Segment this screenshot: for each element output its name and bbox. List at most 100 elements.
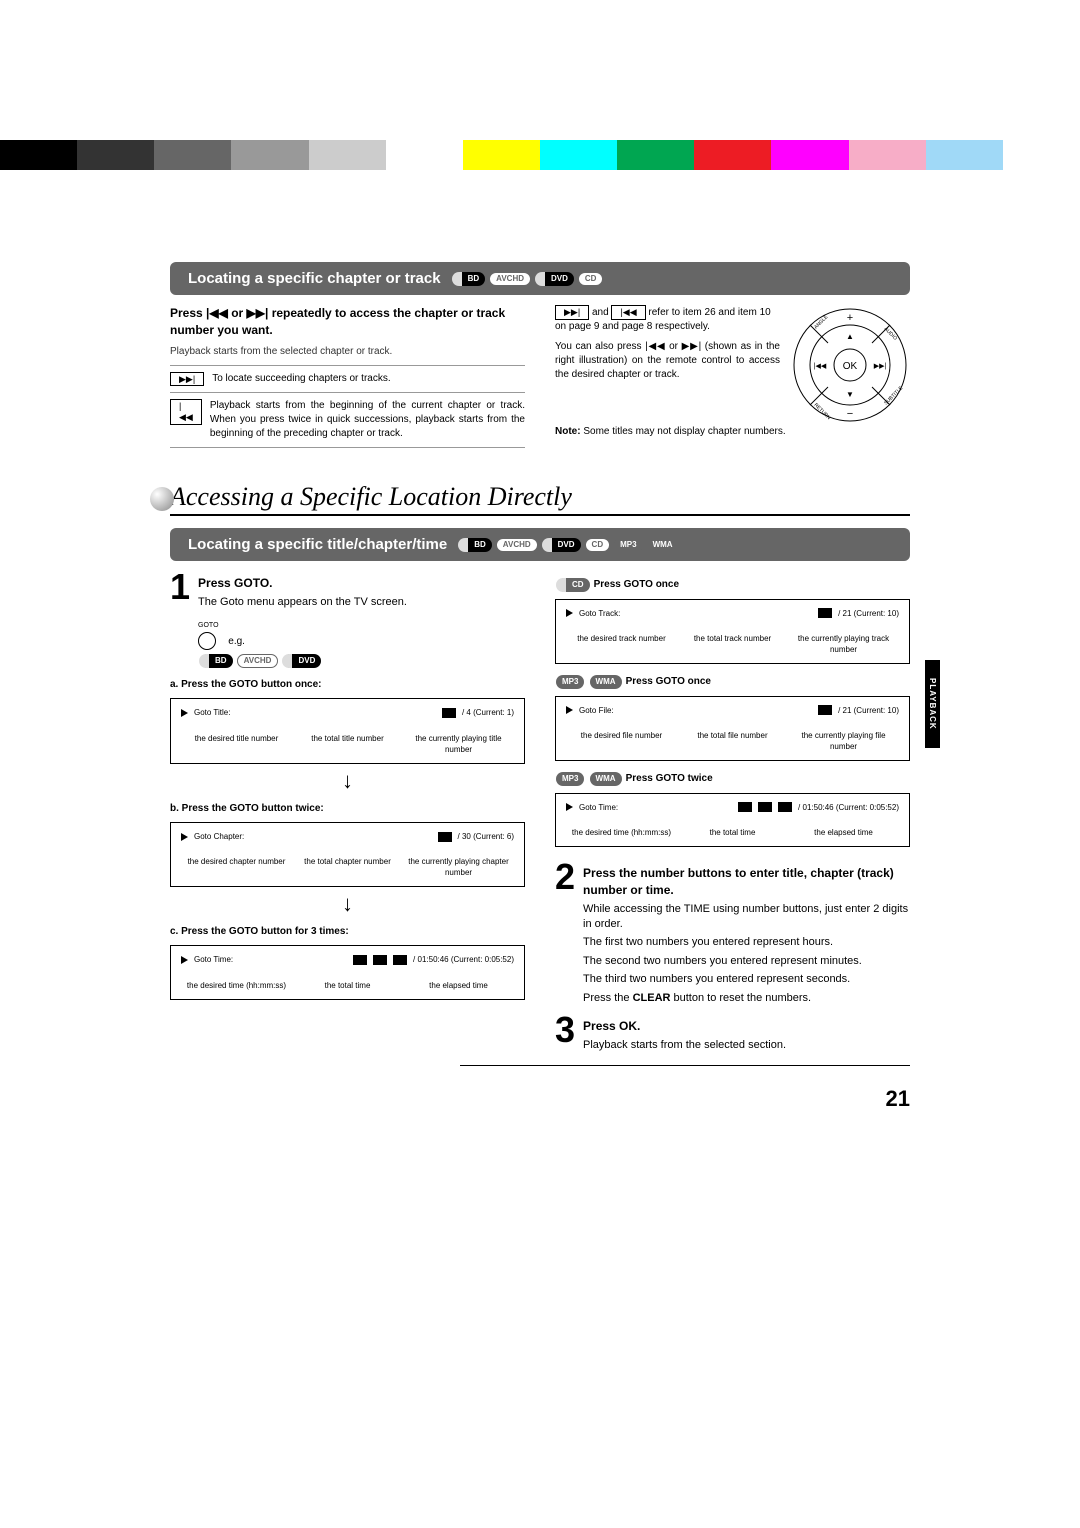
step-3: 3 Press OK. Playback starts from the sel…	[555, 1014, 910, 1053]
annot-b2: the total chapter number	[292, 856, 403, 878]
txt: and	[589, 307, 611, 318]
p5c: button to reset the numbers.	[670, 992, 811, 1004]
annot-a1: the desired title number	[181, 733, 292, 755]
step-3-text: Playback starts from the selected sectio…	[583, 1038, 910, 1053]
annot-c1: the desired time (hh:mm:ss)	[181, 980, 292, 991]
total-c: / 01:50:46 (Current: 0:05:52)	[413, 954, 514, 965]
body1: Playback starts from the selected chapte…	[170, 345, 525, 359]
right-column: CD Press GOTO once Goto Track: / 21 (Cur…	[555, 571, 910, 1061]
annot-mp3a3: the currently playing file number	[788, 730, 899, 752]
goto-label-mp3b: Goto Time:	[579, 802, 618, 813]
note-text: Some titles may not display chapter numb…	[581, 426, 786, 437]
step-3-title: Press OK.	[583, 1018, 910, 1035]
p4: The third two numbers you entered repres…	[583, 972, 910, 987]
section-3-title: Locating a specific title/chapter/time	[188, 536, 447, 553]
wma-pill: WMA	[590, 772, 622, 786]
goto-label-c: Goto Time:	[194, 954, 233, 965]
eg-label: e.g.	[228, 636, 245, 647]
total-mp3a: / 21 (Current: 10)	[838, 705, 899, 716]
txt: Press	[170, 306, 206, 320]
annot-mp3a1: the desired file number	[566, 730, 677, 752]
mp3-pill: MP3	[556, 772, 584, 786]
play-icon	[566, 706, 573, 714]
annot-b1: the desired chapter number	[181, 856, 292, 878]
section-1-title: Locating a specific chapter or track	[188, 270, 441, 287]
step-1-text: The Goto menu appears on the TV screen.	[198, 595, 525, 610]
back-icon: |◀◀	[611, 305, 645, 320]
diagram-a: Goto Title: / 4 (Current: 1) the desired…	[170, 698, 525, 764]
p3: The second two numbers you entered repre…	[583, 954, 910, 969]
txt: You can also press	[555, 341, 645, 352]
step-1-num: 1	[170, 571, 190, 668]
diagram-c: Goto Time: / 01:50:46 (Current: 0:05:52)…	[170, 945, 525, 999]
goto-label-b: Goto Chapter:	[194, 831, 244, 842]
total-mp3b: / 01:50:46 (Current: 0:05:52)	[798, 802, 899, 813]
note-label: Note:	[555, 426, 581, 437]
annot-mp3b3: the elapsed time	[788, 827, 899, 838]
total-b: / 30 (Current: 6)	[458, 831, 514, 842]
goto-label-mp3a: Goto File:	[579, 705, 614, 716]
wma-pill: WMA	[590, 675, 622, 689]
svg-text:▲: ▲	[846, 332, 854, 341]
goto-button-icon	[198, 632, 216, 650]
svg-text:SUBTITLE: SUBTITLE	[883, 385, 905, 407]
mp3a-heading: Press GOTO once	[626, 676, 711, 687]
section-header-3: Locating a specific title/chapter/time B…	[170, 528, 910, 561]
annot-mp3b2: the total time	[677, 827, 788, 838]
fwd-icon: ▶▶|	[555, 305, 589, 320]
step-2: 2 Press the number buttons to enter titl…	[555, 861, 910, 1006]
value-box	[818, 705, 832, 715]
mp3b-heading: Press GOTO twice	[626, 773, 713, 784]
page-num-rule	[460, 1065, 910, 1066]
txt: or	[228, 306, 247, 320]
value-box	[373, 955, 387, 965]
txt: repeatedly to access the chapter or trac…	[170, 306, 505, 337]
step-2-title: Press the number buttons to enter title,…	[583, 865, 910, 899]
diag-c-title: c. Press the GOTO button for 3 times:	[170, 925, 525, 939]
left-column: 1 Press GOTO. The Goto menu appears on t…	[170, 571, 525, 1061]
annot-a3: the currently playing title number	[403, 733, 514, 755]
svg-text:−: −	[847, 408, 853, 420]
cd-pill: CD	[556, 578, 590, 592]
skip-back-icon: |◀◀	[170, 399, 202, 425]
arrow-down-icon: ↓	[170, 893, 525, 915]
skip-fwd-icon: ▶▶|	[170, 372, 204, 387]
format-pills-3: BD AVCHD DVD CD MP3 WMA	[457, 538, 679, 552]
svg-text:AUDIO: AUDIO	[883, 326, 899, 342]
diag-b-title: b. Press the GOTO button twice:	[170, 802, 525, 816]
step-2-num: 2	[555, 861, 575, 1006]
value-box	[393, 955, 407, 965]
value-box	[818, 608, 832, 618]
cd-heading: Press GOTO once	[594, 579, 679, 590]
value-box	[758, 802, 772, 812]
value-box	[353, 955, 367, 965]
value-box	[438, 832, 452, 842]
txt: or	[666, 341, 682, 352]
p1: While accessing the TIME using number bu…	[583, 902, 910, 933]
step-1-title: Press GOTO.	[198, 575, 525, 592]
p2: The first two numbers you entered repres…	[583, 935, 910, 950]
play-icon	[566, 803, 573, 811]
arrow-down-icon: ↓	[170, 770, 525, 792]
annot-mp3b1: the desired time (hh:mm:ss)	[566, 827, 677, 838]
p5b: CLEAR	[633, 992, 671, 1004]
section1-left: Press |◀◀ or ▶▶| repeatedly to access th…	[170, 305, 525, 454]
remote-illustration: OK + − ▲ ▼ |◀◀ ▶▶| ANGLE AUDIO RETURN SU…	[790, 305, 910, 425]
playback-tab: PLAYBACK	[925, 660, 940, 748]
step-3-num: 3	[555, 1014, 575, 1053]
step-1: 1 Press GOTO. The Goto menu appears on t…	[170, 571, 525, 668]
svg-text:OK: OK	[843, 361, 858, 372]
back-desc: Playback starts from the beginning of th…	[210, 399, 525, 441]
goto-label-a: Goto Title:	[194, 707, 230, 718]
annot-c3: the elapsed time	[403, 980, 514, 991]
format-pills-1: BD AVCHD DVD CD	[451, 272, 605, 286]
page-number: 21	[0, 1086, 910, 1112]
section-title-italic: Accessing a Specific Location Directly	[170, 482, 910, 516]
play-icon	[181, 956, 188, 964]
section1-right: OK + − ▲ ▼ |◀◀ ▶▶| ANGLE AUDIO RETURN SU…	[555, 305, 910, 454]
p5a: Press the	[583, 992, 633, 1004]
annot-a2: the total title number	[292, 733, 403, 755]
svg-text:▶▶|: ▶▶|	[874, 363, 887, 370]
total-cd: / 21 (Current: 10)	[838, 608, 899, 619]
play-icon	[181, 709, 188, 717]
